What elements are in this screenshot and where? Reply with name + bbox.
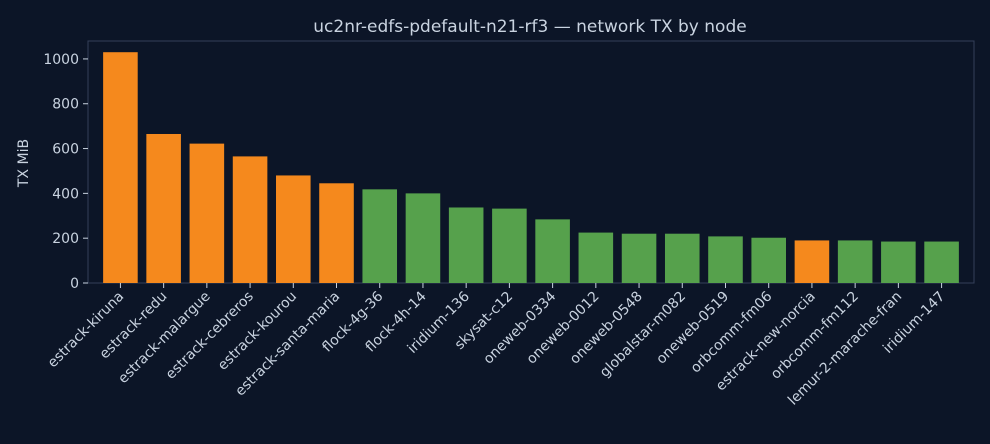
x-tick-label: estrack-kiruna [45,289,127,371]
bar-flock-4g-36 [362,189,398,283]
y-tick-label: 800 [52,97,79,113]
bar-globalstar-m082 [664,233,700,283]
y-tick-label: 400 [52,186,79,202]
bar-iridium-147 [924,241,959,283]
bar-estrack-kiruna [103,52,138,283]
bar-flock-4h-14 [405,193,441,283]
plot-area [87,40,975,284]
bars-group [103,52,959,283]
y-tick-label: 0 [70,276,79,292]
bar-orbcomm-fm06 [751,237,786,283]
y-axis: 0 200 400 600 800 1000 [43,52,88,292]
x-axis: estrack-kirunaestrack-reduestrack-malarg… [45,283,948,409]
bar-orbcomm-fm112 [837,240,873,283]
bar-oneweb-0519 [708,236,743,283]
bar-oneweb-0334 [535,219,570,283]
bar-estrack-redu [146,133,181,283]
y-tick-label: 1000 [43,52,79,68]
y-tick-label: 600 [52,142,79,158]
bar-estrack-cebreros [232,156,268,283]
bar-oneweb-0012 [578,232,614,283]
bar-estrack-kourou [276,175,311,283]
y-axis-label: TX MiB [16,139,32,188]
bar-iridium-136 [448,207,484,283]
bar-estrack-santa-maria [319,183,354,283]
bar-oneweb-0548 [621,233,657,283]
chart-title: uc2nr-edfs-pdefault-n21-rf3 — network TX… [313,17,746,37]
y-tick-label: 200 [52,231,79,247]
bar-lemur-2-marache-fran [881,241,916,283]
bar-estrack-new-norcia [794,240,830,283]
bar-estrack-malargue [189,143,225,283]
x-tick-label: estrack-kourou [215,289,300,374]
bar-skysat-c12 [492,208,527,283]
